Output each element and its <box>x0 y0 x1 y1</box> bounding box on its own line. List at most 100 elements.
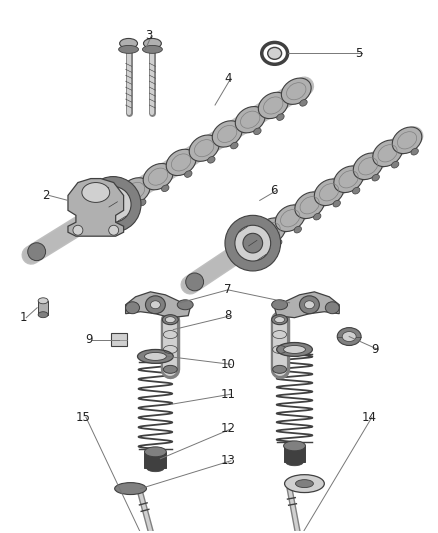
Ellipse shape <box>38 298 48 304</box>
Ellipse shape <box>163 365 177 373</box>
Ellipse shape <box>373 140 403 167</box>
Ellipse shape <box>333 200 340 207</box>
Text: 11: 11 <box>220 387 236 401</box>
Ellipse shape <box>184 171 192 177</box>
Ellipse shape <box>189 135 219 161</box>
Ellipse shape <box>275 317 285 322</box>
Ellipse shape <box>119 45 138 53</box>
Text: 5: 5 <box>355 47 363 60</box>
Text: 3: 3 <box>145 29 152 42</box>
Ellipse shape <box>314 213 321 220</box>
Ellipse shape <box>109 225 119 235</box>
Ellipse shape <box>342 332 356 342</box>
Ellipse shape <box>268 47 282 59</box>
Ellipse shape <box>28 243 46 261</box>
Text: 10: 10 <box>220 358 235 371</box>
Polygon shape <box>126 292 190 318</box>
Ellipse shape <box>162 185 169 191</box>
Ellipse shape <box>82 182 110 203</box>
Ellipse shape <box>142 45 162 53</box>
Ellipse shape <box>145 447 166 457</box>
Text: 14: 14 <box>361 410 377 424</box>
Ellipse shape <box>120 177 150 204</box>
Ellipse shape <box>337 328 361 345</box>
Text: 6: 6 <box>270 184 277 197</box>
Ellipse shape <box>144 38 161 49</box>
Ellipse shape <box>392 161 399 168</box>
Ellipse shape <box>186 273 204 291</box>
FancyBboxPatch shape <box>283 446 305 462</box>
Ellipse shape <box>212 121 242 147</box>
Ellipse shape <box>334 166 364 192</box>
Polygon shape <box>275 292 339 318</box>
Ellipse shape <box>235 225 271 261</box>
Ellipse shape <box>300 296 319 314</box>
Ellipse shape <box>296 480 314 488</box>
Ellipse shape <box>283 441 305 451</box>
Ellipse shape <box>294 227 301 233</box>
Text: 8: 8 <box>224 309 232 322</box>
Ellipse shape <box>254 128 261 135</box>
Ellipse shape <box>256 218 286 245</box>
Ellipse shape <box>165 317 175 322</box>
Ellipse shape <box>243 233 263 253</box>
FancyBboxPatch shape <box>111 333 127 346</box>
Ellipse shape <box>353 188 360 194</box>
Ellipse shape <box>314 179 344 206</box>
Ellipse shape <box>273 365 286 373</box>
Ellipse shape <box>73 225 83 235</box>
Ellipse shape <box>411 148 418 155</box>
Ellipse shape <box>275 239 282 246</box>
Text: 7: 7 <box>224 284 232 296</box>
Ellipse shape <box>286 458 304 466</box>
Ellipse shape <box>300 100 307 106</box>
Ellipse shape <box>277 343 312 357</box>
Text: 2: 2 <box>42 189 50 202</box>
Ellipse shape <box>138 199 146 206</box>
Ellipse shape <box>85 176 141 232</box>
Ellipse shape <box>143 164 173 190</box>
Ellipse shape <box>166 149 196 175</box>
Text: 4: 4 <box>224 72 232 85</box>
Ellipse shape <box>95 187 131 222</box>
Ellipse shape <box>325 302 339 314</box>
Ellipse shape <box>372 174 379 181</box>
Ellipse shape <box>150 301 160 309</box>
Text: 15: 15 <box>75 410 90 424</box>
Ellipse shape <box>231 142 238 149</box>
Ellipse shape <box>103 195 123 214</box>
Ellipse shape <box>120 38 138 49</box>
Ellipse shape <box>295 192 325 219</box>
Ellipse shape <box>258 92 288 119</box>
Ellipse shape <box>272 300 288 310</box>
Ellipse shape <box>177 300 193 310</box>
Ellipse shape <box>281 78 311 104</box>
FancyBboxPatch shape <box>145 452 166 468</box>
Text: 13: 13 <box>220 454 235 467</box>
Ellipse shape <box>225 215 281 271</box>
Text: 1: 1 <box>20 311 27 324</box>
Ellipse shape <box>162 314 178 325</box>
Ellipse shape <box>276 205 305 231</box>
Ellipse shape <box>283 345 305 353</box>
Text: 9: 9 <box>85 333 92 346</box>
Ellipse shape <box>277 114 284 120</box>
Ellipse shape <box>353 153 383 180</box>
Ellipse shape <box>272 314 288 325</box>
Ellipse shape <box>115 482 146 495</box>
Polygon shape <box>68 179 124 236</box>
Ellipse shape <box>138 350 173 364</box>
Ellipse shape <box>208 157 215 163</box>
Text: 9: 9 <box>371 343 379 356</box>
Ellipse shape <box>285 475 324 492</box>
FancyBboxPatch shape <box>38 301 48 314</box>
Ellipse shape <box>145 296 165 314</box>
Text: 12: 12 <box>220 423 236 435</box>
Ellipse shape <box>146 464 164 472</box>
Ellipse shape <box>126 302 140 314</box>
Ellipse shape <box>392 127 422 154</box>
Ellipse shape <box>145 352 166 360</box>
Ellipse shape <box>38 312 48 318</box>
Ellipse shape <box>235 107 265 133</box>
Ellipse shape <box>304 301 314 309</box>
